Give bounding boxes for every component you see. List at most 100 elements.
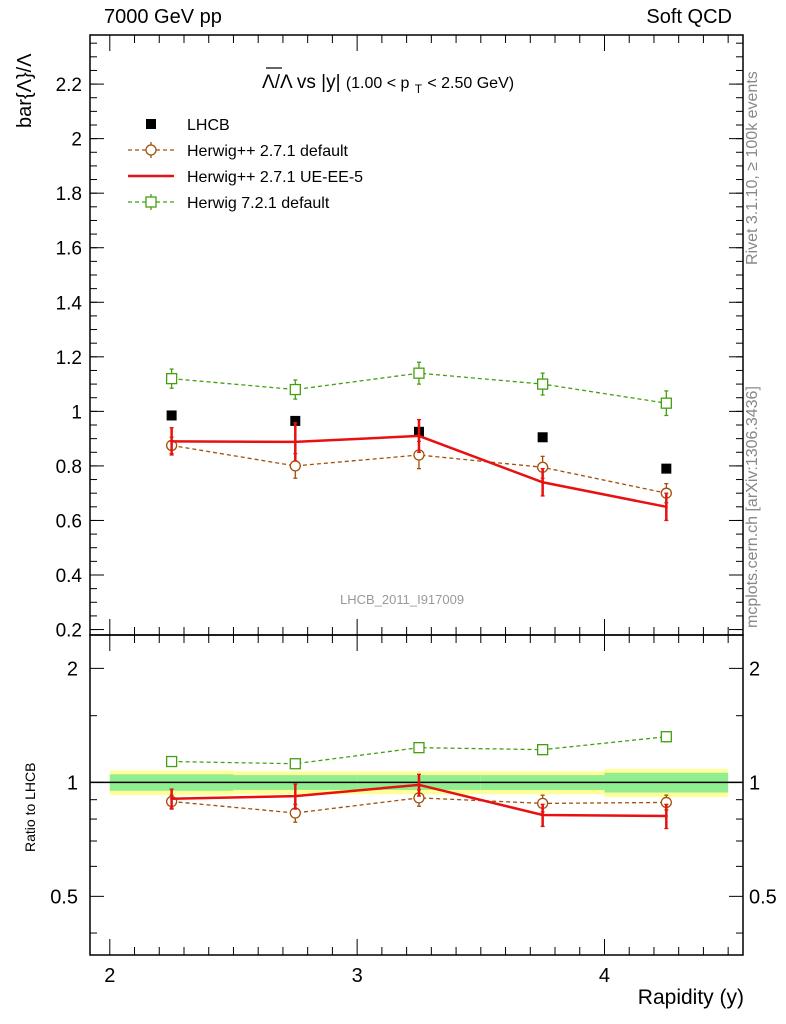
band-inner-bin (357, 775, 481, 790)
marker-square (289, 383, 301, 396)
marker-circle (660, 487, 672, 499)
x-tick-label: 2 (104, 965, 115, 987)
marker-dot (664, 505, 668, 509)
y-tick-label: 0.2 (56, 621, 82, 642)
main-plot-border (89, 34, 744, 636)
marker-circle (413, 792, 425, 804)
band-inner-bin (480, 775, 605, 790)
marker-circle (660, 796, 672, 809)
marker-circle (536, 797, 549, 810)
ratio-y-axis-label: Ratio to LHCB (22, 762, 38, 852)
data-point-lhcb (290, 415, 301, 426)
marker-dot (541, 813, 545, 817)
series-line (171, 797, 667, 814)
marker-circle (165, 439, 178, 452)
marker-square (536, 744, 549, 756)
ratio-panel-frame (89, 634, 744, 956)
series-line (171, 783, 667, 818)
y-tick-label: 1.4 (56, 293, 83, 314)
marker-dot (664, 814, 668, 818)
data-point-lhcb (166, 410, 177, 421)
marker-circle (413, 449, 425, 461)
marker-dot (417, 434, 421, 438)
rivet-version-label: Rivet 3.1.10, ≥ 100k events (744, 71, 761, 265)
main-series-layer (165, 361, 672, 522)
ratio-y-tick-label: 1 (67, 772, 78, 794)
y-tick-label: 0.4 (56, 566, 83, 587)
data-point-lhcb (661, 463, 672, 474)
legend-label: Herwig++ 2.7.1 default (187, 143, 349, 160)
series-line (171, 736, 667, 765)
collision-energy-label: 7000 GeV pp (104, 6, 222, 28)
data-point-lhcb (537, 432, 548, 443)
band-outer-bin (233, 771, 358, 795)
main-panel-frame (89, 34, 744, 636)
marker-square (289, 758, 301, 770)
legend-label: Herwig 7.2.1 default (187, 195, 330, 212)
ratio-y-tick-label-right: 2 (749, 658, 760, 680)
mcplots-reference-label: mcplots.cern.ch [arXiv:1306.3436] (744, 386, 761, 628)
y-tick-label: 2.2 (56, 75, 82, 96)
main-y-axis-label: bar{Λ}/Λ (14, 53, 36, 128)
marker-circle (165, 795, 178, 808)
ratio-y-tick-label-right: 0.5 (749, 886, 777, 908)
y-tick-label: 1.6 (56, 239, 82, 260)
y-tick-label: 0.6 (56, 511, 82, 532)
title-cut-post: < 2.50 GeV) (427, 75, 514, 92)
process-category-label: Soft QCD (646, 6, 732, 28)
data-point-lhcb (413, 426, 424, 437)
y-tick-label: 1.8 (56, 184, 82, 205)
marker-dot (541, 480, 545, 484)
band-inner-bin (604, 772, 729, 793)
marker-circle (289, 460, 301, 472)
marker-circle (289, 807, 301, 819)
marker-dot (417, 783, 421, 787)
main-axis-ticks: 0.2 0.4 0.6 0.8 1 1.2 1.4 1.6 1.8 2 2.2 (56, 35, 743, 642)
x-tick-label: 4 (599, 965, 610, 987)
title-cut-sub: T (415, 82, 423, 96)
ratio-y-tick-label: 2 (67, 658, 78, 680)
ratio-y-tick-label-right: 1 (749, 772, 760, 794)
marker-square (165, 372, 178, 385)
y-tick-label: 0.8 (56, 457, 82, 478)
title-main: Λ/Λ vs |y| (262, 72, 341, 93)
band-outer-bin (480, 771, 605, 795)
series-line (171, 372, 667, 404)
marker-circle (536, 461, 549, 473)
series-line (171, 444, 667, 494)
marker-dot (293, 794, 297, 798)
title-cut-pre: (1.00 < p (346, 75, 410, 92)
marker-dot (170, 797, 174, 801)
series-line (171, 434, 667, 509)
y-tick-label: 2 (71, 130, 82, 151)
marker-dot (293, 440, 297, 444)
chart-title: Λ/Λ vs |y| (1.00 < p T < 2.50 GeV) (262, 72, 514, 98)
ratio-y-tick-label: 0.5 (50, 886, 78, 908)
band-inner-bin (233, 775, 358, 790)
band-outer-bin (604, 768, 729, 797)
legend-marker-square (145, 196, 157, 208)
legend: LHCB Herwig++ 2.7.1 default Herwig++ 2.7.1… (128, 117, 363, 212)
legend-label: Herwig++ 2.7.1 UE-EE-5 (187, 169, 363, 186)
x-axis-label: Rapidity (y) (637, 986, 744, 1009)
marker-square (413, 367, 425, 379)
marker-square (413, 741, 425, 754)
marker-square (660, 397, 672, 409)
watermark-label: LHCB_2011_I917009 (340, 592, 464, 607)
legend-marker-circle (145, 144, 157, 156)
reference-uncertainty-band (90, 768, 743, 797)
marker-dot (170, 439, 174, 443)
marker-square (536, 378, 549, 390)
y-tick-label: 1 (71, 402, 82, 423)
band-inner-bin (109, 774, 234, 791)
marker-square (165, 755, 178, 768)
ratio-plot-border (89, 634, 744, 956)
ratio-series-layer (165, 731, 672, 830)
band-outer-bin (109, 770, 234, 796)
ratio-axis-ticks: 2 3 4 0.5 0.5 1 1 2 2 (50, 635, 777, 987)
legend-label: LHCB (187, 117, 230, 134)
marker-square (660, 731, 672, 743)
band-outer-bin (357, 771, 481, 795)
x-tick-label: 3 (352, 965, 363, 987)
